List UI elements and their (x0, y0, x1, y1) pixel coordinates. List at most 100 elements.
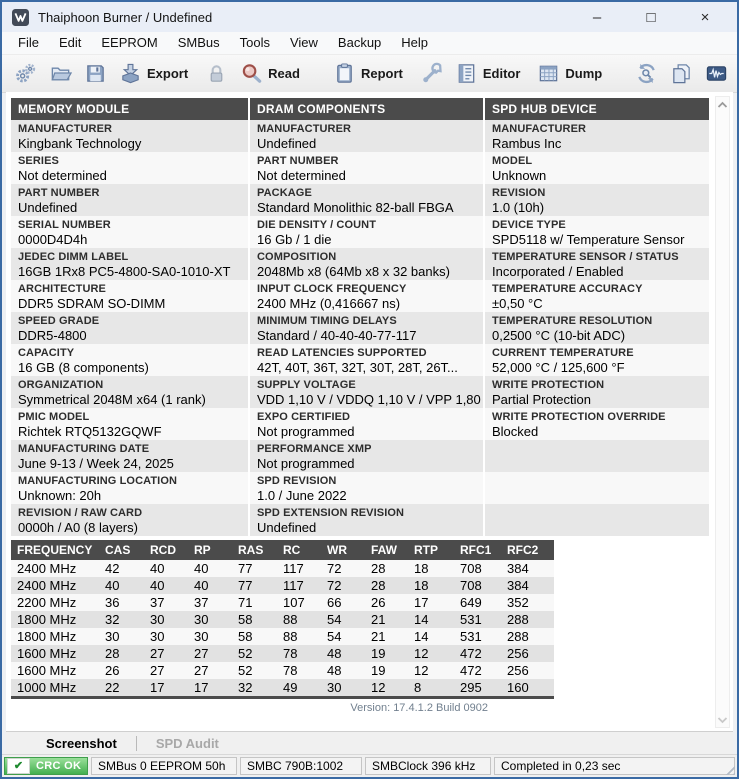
table-cell: 27 (188, 662, 232, 679)
crc-status-label: CRC OK (36, 760, 82, 772)
column-header: RP (188, 540, 232, 560)
waveform-button[interactable] (700, 59, 733, 88)
table-cell: 66 (321, 594, 365, 611)
info-cell: MODEL Unknown (485, 152, 709, 184)
table-cell: 30 (321, 679, 365, 698)
app-logo-icon (12, 8, 29, 26)
column-header: RFC1 (454, 540, 501, 560)
close-button[interactable]: × (700, 8, 710, 26)
editor-button[interactable]: Editor (450, 59, 531, 88)
table-cell: 26 (365, 594, 408, 611)
wrench-button[interactable] (415, 59, 448, 88)
editor-icon (455, 62, 478, 85)
info-cell-label: PACKAGE (257, 187, 312, 199)
table-cell: 40 (188, 560, 232, 577)
column-header: RFC2 (501, 540, 554, 560)
table-cell: 12 (365, 679, 408, 698)
info-cell-value: 0,2500 °C (10-bit ADC) (492, 328, 626, 343)
copy-button[interactable] (665, 59, 698, 88)
report-button-label: Report (360, 66, 403, 81)
column-header: FREQUENCY (11, 540, 99, 560)
table-cell: 649 (454, 594, 501, 611)
info-cell: REVISION / RAW CARD 0000h / A0 (8 layers) (11, 504, 248, 536)
resize-grip[interactable] (722, 762, 735, 775)
dump-button[interactable]: Dump (532, 59, 612, 88)
export-button[interactable]: Export (114, 59, 198, 88)
read-icon (240, 62, 263, 85)
info-cell: MANUFACTURER Undefined (250, 120, 483, 152)
table-cell: 40 (99, 577, 144, 594)
info-cell-label: MANUFACTURER (257, 123, 352, 135)
section-column-spd-hub-device: SPD HUB DEVICE MANUFACTURER Rambus Inc MODE… (485, 98, 709, 536)
open-folder-button[interactable] (44, 59, 77, 88)
vertical-scrollbar[interactable] (715, 96, 730, 728)
info-cell-label: SERIAL NUMBER (18, 219, 111, 231)
maximize-button[interactable]: □ (646, 8, 656, 26)
scroll-down-arrow-icon[interactable] (716, 712, 729, 727)
info-cell-label: TEMPERATURE SENSOR / STATUS (492, 251, 679, 263)
table-cell: 88 (277, 611, 321, 628)
info-cell: CAPACITY 16 GB (8 components) (11, 344, 248, 376)
info-cell-value: Not determined (18, 168, 107, 183)
report-button[interactable]: Report (328, 59, 413, 88)
info-cell: CURRENT TEMPERATURE 52,000 °C / 125,600 °… (485, 344, 709, 376)
table-cell: 21 (365, 611, 408, 628)
read-button[interactable]: Read (235, 59, 310, 88)
info-cell: PMIC MODEL Richtek RTQ5132GQWF (11, 408, 248, 440)
info-cell: EXPO CERTIFIED Not programmed (250, 408, 483, 440)
lock-button[interactable] (200, 59, 233, 88)
info-cell-value: DDR5 SDRAM SO-DIMM (18, 296, 166, 311)
info-cell-label: REVISION (492, 187, 546, 199)
info-cell-label: COMPOSITION (257, 251, 337, 263)
minimize-button[interactable]: – (592, 8, 602, 26)
settings-gears-button[interactable] (9, 59, 42, 88)
info-cell-label: PART NUMBER (18, 187, 100, 199)
info-cell-label: SUPPLY VOLTAGE (257, 379, 356, 391)
tab-spd-audit[interactable]: SPD Audit (155, 735, 219, 751)
refresh-search-button[interactable] (630, 59, 663, 88)
save-button[interactable] (79, 59, 112, 88)
info-cell-label: MANUFACTURER (492, 123, 587, 135)
table-cell: 37 (188, 594, 232, 611)
table-cell: 288 (501, 611, 554, 628)
info-cell: WRITE PROTECTION OVERRIDE Blocked (485, 408, 709, 440)
lock-icon (205, 62, 228, 85)
table-cell: 88 (277, 628, 321, 645)
table-cell: 295 (454, 679, 501, 698)
tab-screenshot[interactable]: Screenshot (46, 735, 117, 751)
table-cell: 27 (144, 645, 188, 662)
menu-item-tools[interactable]: Tools (239, 35, 270, 50)
menu-item-eeprom[interactable]: EEPROM (101, 35, 158, 50)
menu-item-smbus[interactable]: SMBus (177, 35, 220, 50)
table-row: 1800 MHz 30 30 30 58 88 54 21 14 531 288 (11, 628, 554, 645)
title-bar: Thaiphoon Burner / Undefined – □ × (2, 2, 737, 32)
info-cell: SERIES Not determined (11, 152, 248, 184)
table-cell: 27 (188, 645, 232, 662)
column-header: RCD (144, 540, 188, 560)
info-cell-label: DEVICE TYPE (492, 219, 566, 231)
waveform-icon (705, 62, 728, 85)
toolbar: Export Read Report Editor Dump (2, 54, 737, 93)
menu-item-edit[interactable]: Edit (58, 35, 82, 50)
menu-item-file[interactable]: File (18, 35, 39, 50)
scroll-up-arrow-icon[interactable] (716, 97, 729, 112)
table-cell: 256 (501, 662, 554, 679)
info-cell-label: ARCHITECTURE (18, 283, 106, 295)
info-cell-value: 52,000 °C / 125,600 °F (492, 360, 625, 375)
menu-item-view[interactable]: View (289, 35, 318, 50)
menu-item-help[interactable]: Help (401, 35, 429, 50)
info-cell: SPD REVISION 1.0 / June 2022 (250, 472, 483, 504)
info-cell: COMPOSITION 2048Mb x8 (64Mb x8 x 32 banks… (250, 248, 483, 280)
table-cell: 17 (144, 679, 188, 698)
menu-item-backup[interactable]: Backup (337, 35, 382, 50)
table-cell: 1000 MHz (11, 679, 99, 698)
info-cell-label: MODEL (492, 155, 533, 167)
table-cell: 37 (144, 594, 188, 611)
table-cell: 17 (408, 594, 454, 611)
table-cell: 1600 MHz (11, 645, 99, 662)
table-cell: 531 (454, 628, 501, 645)
table-cell: 21 (365, 628, 408, 645)
table-cell: 40 (144, 560, 188, 577)
info-cell-value: 2400 MHz (0,416667 ns) (257, 296, 401, 311)
table-cell: 48 (321, 645, 365, 662)
